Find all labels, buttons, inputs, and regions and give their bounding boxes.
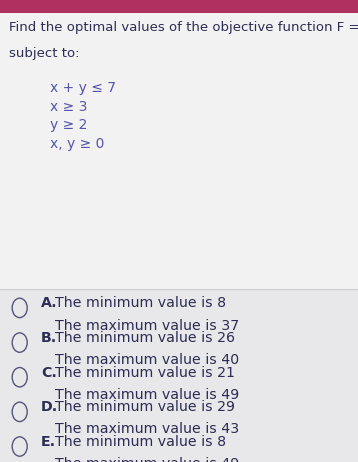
Text: A.: A. [41,297,58,310]
Text: The maximum value is 49: The maximum value is 49 [55,388,240,402]
Text: The maximum value is 37: The maximum value is 37 [55,319,240,333]
Text: The maximum value is 49: The maximum value is 49 [55,457,240,462]
Text: The maximum value is 40: The maximum value is 40 [55,353,240,367]
Text: B.: B. [41,331,57,345]
Text: x, y ≥ 0: x, y ≥ 0 [50,137,105,151]
Text: x + y ≤ 7: x + y ≤ 7 [50,81,116,95]
Text: x ≥ 3: x ≥ 3 [50,100,87,114]
Text: subject to:: subject to: [9,47,79,60]
FancyBboxPatch shape [0,13,358,289]
Text: E.: E. [41,435,56,449]
Text: D.: D. [41,400,58,414]
Text: The minimum value is 21: The minimum value is 21 [55,366,235,380]
Text: The minimum value is 8: The minimum value is 8 [55,297,227,310]
Text: The minimum value is 8: The minimum value is 8 [55,435,227,449]
Text: C.: C. [41,366,57,380]
Text: y ≥ 2: y ≥ 2 [50,118,87,132]
FancyBboxPatch shape [0,0,358,13]
Text: Find the optimal values of the objective function F = 7x + 4y: Find the optimal values of the objective… [9,21,358,34]
Text: The maximum value is 43: The maximum value is 43 [55,422,240,437]
Text: The minimum value is 29: The minimum value is 29 [55,400,236,414]
Text: The minimum value is 26: The minimum value is 26 [55,331,236,345]
FancyBboxPatch shape [0,289,358,462]
